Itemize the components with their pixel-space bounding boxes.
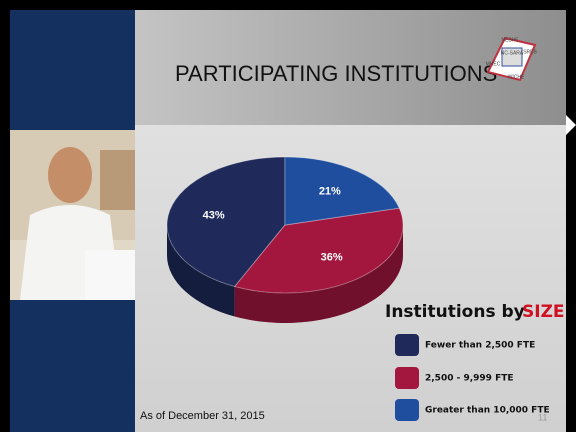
- pie-slice: [166, 156, 286, 288]
- logo: NC-SARA NEBHE SREB WICHE MHEC: [486, 36, 537, 82]
- pie-slice: [233, 207, 404, 294]
- slide-title: PARTICIPATING INSTITUTIONS: [175, 61, 497, 86]
- legend-title-emphasis: SIZE: [522, 302, 565, 322]
- pie-slice: [284, 156, 401, 226]
- legend-title: Institutions by: [385, 302, 525, 322]
- logo-text: WICHE: [508, 74, 525, 80]
- page-number: 11: [538, 412, 547, 422]
- pie-slice-side: [234, 225, 403, 324]
- footnote: As of December 31, 2015: [140, 410, 265, 422]
- logo-text: MHEC: [486, 61, 501, 67]
- pie-slice-shade: [234, 225, 403, 324]
- logo-text: NC-SARA: [501, 50, 524, 56]
- pie-label: 36%: [321, 251, 343, 263]
- header-arrow: [566, 115, 576, 135]
- pie-slice-shade: [167, 225, 235, 317]
- pie-slice-side: [167, 225, 235, 317]
- legend-swatch: [395, 399, 419, 421]
- legend-label: 2,500 - 9,999 FTE: [425, 374, 514, 384]
- legend-swatch: [395, 334, 419, 356]
- photo: [10, 130, 135, 300]
- legend-label: Greater than 10,000 FTE: [425, 406, 550, 416]
- legend-swatch: [395, 367, 419, 389]
- logo-text: NEBHE: [501, 37, 519, 43]
- pie-label: 21%: [319, 186, 341, 198]
- pie-label: 43%: [203, 210, 225, 222]
- legend-label: Fewer than 2,500 FTE: [425, 341, 535, 351]
- logo-text: SREB: [523, 49, 537, 55]
